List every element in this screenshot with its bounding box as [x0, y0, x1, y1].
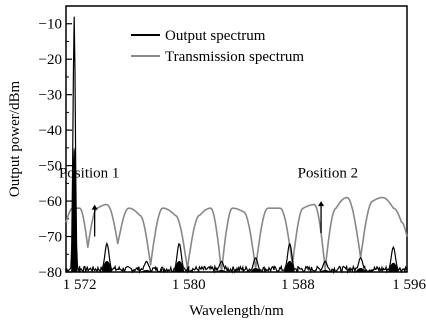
- legend: Output spectrum Transmission spectrum: [131, 28, 304, 65]
- output-spectrum-line: [65, 16, 408, 275]
- x-tick-label: 1 596: [392, 277, 426, 293]
- annotation-arrowhead: [91, 204, 98, 210]
- output-spectrum-peak: [319, 269, 332, 273]
- x-tick-label: 1 572: [63, 277, 97, 293]
- annotation-label: Position 2: [298, 166, 358, 182]
- legend-label: Output spectrum: [165, 28, 266, 44]
- y-tick-label: −30: [39, 88, 62, 104]
- y-axis: −10 −20 −30 −40 −50 −60 −70 −80: [39, 5, 72, 281]
- y-axis-title: Output power/dBm: [7, 81, 23, 198]
- output-spectrum-peak: [173, 260, 185, 273]
- y-tick-label: −10: [39, 17, 62, 33]
- output-spectrum-peak: [355, 268, 367, 273]
- output-spectrum-peak: [140, 269, 153, 273]
- annotation-arrowhead: [318, 201, 325, 207]
- x-axis-title: Wavelength/nm: [189, 303, 284, 319]
- annotation-layer: Position 1 Position 2: [59, 166, 358, 237]
- output-spectrum-peak: [101, 260, 113, 273]
- y-tick-label: −50: [39, 159, 62, 175]
- plot-frame: [65, 5, 408, 273]
- x-tick-label: 1 580: [172, 277, 206, 293]
- y-tick-label: −80: [39, 265, 62, 281]
- output-spectrum-peak: [250, 268, 262, 273]
- annotation-label: Position 1: [59, 166, 119, 182]
- y-tick-label: −70: [39, 230, 62, 246]
- y-tick-label: −40: [39, 123, 62, 139]
- y-tick-label: −60: [39, 194, 62, 210]
- output-spectrum-peak: [284, 260, 295, 273]
- output-spectrum-peak: [388, 262, 399, 273]
- plot-area: [65, 5, 408, 273]
- y-tick-label: −20: [39, 52, 62, 68]
- transmission-spectrum-line: [65, 196, 408, 273]
- x-tick-label: 1 588: [281, 277, 315, 293]
- series-layer: [65, 16, 408, 275]
- x-axis: 1 572 1 580 1 588 1 596: [63, 266, 426, 293]
- output-spectrum-peak: [71, 147, 78, 273]
- legend-label: Transmission spectrum: [165, 49, 304, 65]
- output-spectrum-peak: [215, 269, 228, 273]
